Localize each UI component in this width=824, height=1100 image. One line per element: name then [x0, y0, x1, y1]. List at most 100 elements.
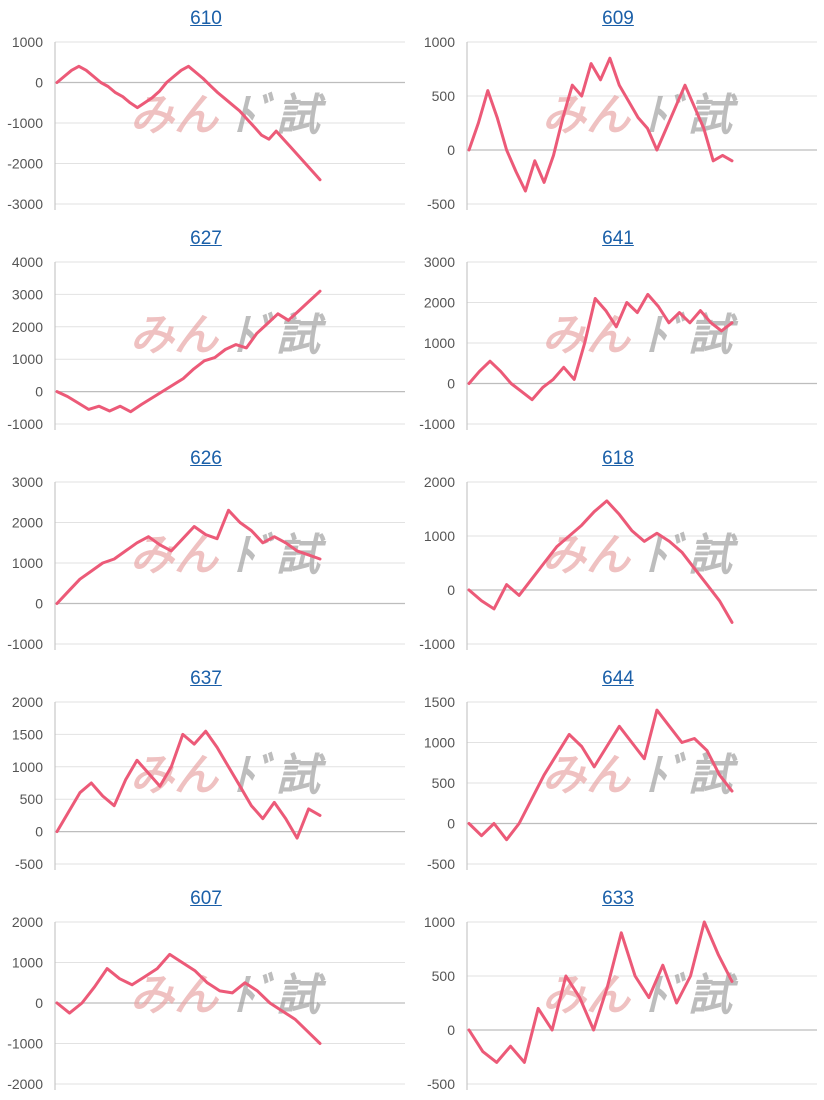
chart-title-link[interactable]: 609 — [602, 8, 634, 29]
series-line — [467, 708, 734, 842]
line-chart: 2000 1000 0 -1000 みん ﾄﾞ試 — [419, 474, 817, 652]
svg-text:ﾄﾞ試: ﾄﾞ試 — [232, 750, 327, 801]
series-line — [55, 508, 322, 605]
y-tick-label: 1000 — [12, 759, 43, 775]
watermark-logo: みん ﾄﾞ試 — [130, 750, 327, 801]
watermark-logo: みん ﾄﾞ試 — [542, 310, 739, 361]
chart-title-link[interactable]: 607 — [190, 888, 222, 909]
line-chart: 3000 2000 1000 0 -1000 みん ﾄﾞ試 — [7, 474, 405, 652]
y-tick-label: 0 — [35, 384, 43, 400]
y-tick-label: 1000 — [12, 555, 43, 571]
y-tick-label: 1500 — [12, 726, 43, 742]
chart-panel-618: 618 2000 1000 0 -1000 みん ﾄﾞ試 — [412, 440, 824, 660]
series-line — [55, 289, 322, 414]
chart-panel-627: 627 4000 3000 2000 1000 0 -1000 みん ﾄﾞ試 — [0, 220, 412, 440]
y-tick-label: -500 — [427, 856, 455, 872]
watermark-logo: みん ﾄﾞ試 — [542, 750, 739, 801]
chart-panel-641: 641 3000 2000 1000 0 -1000 みん ﾄﾞ試 — [412, 220, 824, 440]
y-tick-label: 0 — [447, 376, 455, 392]
svg-text:みん: みん — [130, 90, 220, 141]
y-tick-label: 3000 — [12, 474, 43, 490]
y-tick-label: 500 — [432, 775, 456, 791]
svg-text:ﾄﾞ試: ﾄﾞ試 — [644, 750, 739, 801]
y-tick-label: -2000 — [7, 1076, 43, 1092]
svg-text:みん: みん — [130, 530, 220, 581]
watermark-logo: みん ﾄﾞ試 — [542, 90, 739, 141]
y-tick-label: 1000 — [424, 34, 455, 50]
svg-text:みん: みん — [542, 90, 632, 141]
y-tick-label: -1000 — [7, 1036, 43, 1052]
y-tick-label: -500 — [427, 1076, 455, 1092]
line-chart: 1000 500 0 -500 みん ﾄﾞ試 — [424, 34, 817, 212]
watermark-logo: みん ﾄﾞ試 — [130, 310, 327, 361]
svg-text:みん: みん — [130, 310, 220, 361]
y-tick-label: 3000 — [12, 286, 43, 302]
svg-text:ﾄﾞ試: ﾄﾞ試 — [232, 310, 327, 361]
chart-panel-633: 633 1000 500 0 -500 みん ﾄﾞ試 — [412, 880, 824, 1100]
line-chart: 1000 500 0 -500 みん ﾄﾞ試 — [424, 914, 817, 1092]
series-line — [467, 56, 734, 193]
line-chart: 2000 1000 0 -1000 -2000 みん ﾄﾞ試 — [7, 914, 405, 1092]
y-tick-label: -1000 — [419, 416, 455, 432]
y-tick-label: 0 — [35, 596, 43, 612]
y-tick-label: 500 — [20, 791, 44, 807]
chart-title-link[interactable]: 626 — [190, 448, 222, 469]
chart-title-link[interactable]: 641 — [602, 228, 634, 249]
y-tick-label: 1000 — [12, 351, 43, 367]
series-line — [55, 729, 322, 840]
chart-title-link[interactable]: 637 — [190, 668, 222, 689]
y-tick-label: 1000 — [12, 34, 43, 50]
watermark-logo: みん ﾄﾞ試 — [130, 530, 327, 581]
svg-text:ﾄﾞ試: ﾄﾞ試 — [644, 530, 739, 581]
y-tick-label: 2000 — [12, 914, 43, 930]
svg-text:ﾄﾞ試: ﾄﾞ試 — [232, 970, 327, 1021]
chart-panel-609: 609 1000 500 0 -500 みん ﾄﾞ試 — [412, 0, 824, 220]
chart-title-link[interactable]: 618 — [602, 448, 634, 469]
chart-panel-644: 644 1500 1000 500 0 -500 みん ﾄﾞ試 — [412, 660, 824, 880]
y-tick-label: -1000 — [7, 115, 43, 131]
series-line — [467, 499, 734, 624]
y-tick-label: 1000 — [424, 914, 455, 930]
chart-panel-626: 626 3000 2000 1000 0 -1000 みん ﾄﾞ試 — [0, 440, 412, 660]
y-tick-label: -1000 — [7, 636, 43, 652]
y-tick-label: 2000 — [424, 474, 455, 490]
line-chart: 4000 3000 2000 1000 0 -1000 みん ﾄﾞ試 — [7, 254, 405, 432]
svg-text:ﾄﾞ試: ﾄﾞ試 — [644, 970, 739, 1021]
y-tick-label: -3000 — [7, 196, 43, 212]
y-tick-label: -1000 — [7, 416, 43, 432]
chart-panel-637: 637 2000 1500 1000 500 0 -500 みん ﾄﾞ試 — [0, 660, 412, 880]
svg-text:ﾄﾞ試: ﾄﾞ試 — [644, 310, 739, 361]
line-chart: 3000 2000 1000 0 -1000 みん ﾄﾞ試 — [419, 254, 817, 432]
y-tick-label: 2000 — [12, 515, 43, 531]
watermark-logo: みん ﾄﾞ試 — [130, 970, 327, 1021]
chart-panel-610: 610 1000 0 -1000 -2000 -3000 みん ﾄﾞ試 — [0, 0, 412, 220]
series-line — [55, 952, 322, 1045]
line-chart: 1000 0 -1000 -2000 -3000 みん ﾄﾞ試 — [7, 34, 405, 212]
y-tick-label: 0 — [447, 582, 455, 598]
y-tick-label: 2000 — [12, 319, 43, 335]
y-tick-label: 2000 — [12, 694, 43, 710]
svg-text:みん: みん — [542, 750, 632, 801]
y-tick-label: 500 — [432, 968, 456, 984]
y-tick-label: 500 — [432, 88, 456, 104]
y-tick-label: 1000 — [424, 335, 455, 351]
series-line — [467, 292, 734, 402]
y-tick-label: 0 — [35, 75, 43, 91]
chart-title-link[interactable]: 610 — [190, 8, 222, 29]
chart-title-link[interactable]: 644 — [602, 668, 634, 689]
svg-text:みん: みん — [542, 530, 632, 581]
y-tick-label: 1000 — [12, 955, 43, 971]
y-tick-label: -500 — [427, 196, 455, 212]
chart-panel-607: 607 2000 1000 0 -1000 -2000 みん ﾄﾞ試 — [0, 880, 412, 1100]
chart-title-link[interactable]: 627 — [190, 228, 222, 249]
y-tick-label: 0 — [447, 816, 455, 832]
y-tick-label: -500 — [15, 856, 43, 872]
y-tick-label: 0 — [447, 142, 455, 158]
watermark-logo: みん ﾄﾞ試 — [130, 90, 327, 141]
y-tick-label: -1000 — [419, 636, 455, 652]
chart-title-link[interactable]: 633 — [602, 888, 634, 909]
series-line — [467, 920, 734, 1064]
series-line — [55, 64, 322, 182]
y-tick-label: -2000 — [7, 156, 43, 172]
y-tick-label: 1000 — [424, 528, 455, 544]
